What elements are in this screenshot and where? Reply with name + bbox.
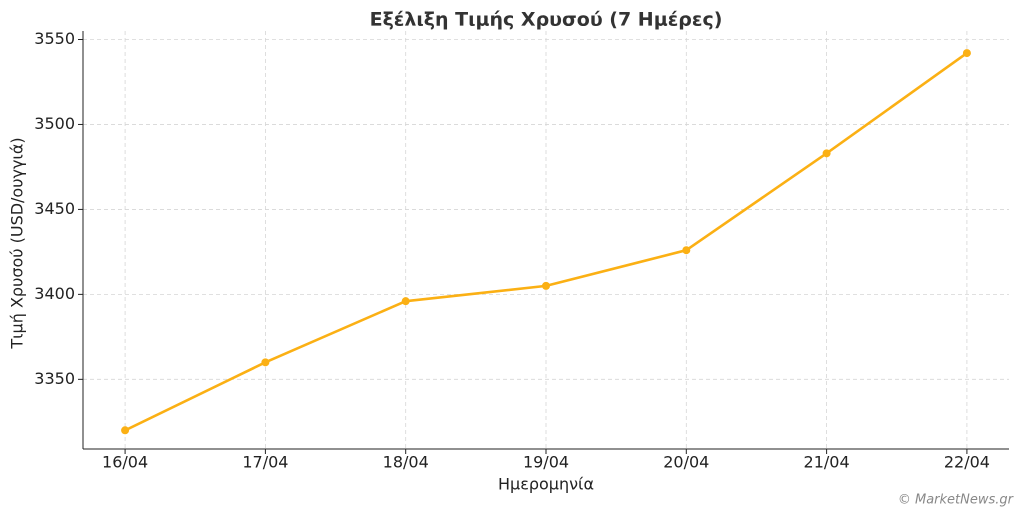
data-point [682,246,691,255]
data-point [542,281,550,290]
x-tick-label: 16/04 [102,453,148,472]
y-tick-label: 3550 [34,29,75,48]
y-tick-label: 3450 [34,199,75,218]
y-tick-label: 3400 [34,284,75,303]
data-point [121,426,130,435]
x-tick-label: 17/04 [242,453,288,472]
x-tick-label: 18/04 [383,453,429,472]
watermark: © MarketNews.gr [898,493,1015,508]
y-axis-label: Τιμή Χρυσού (USD/ουγγιά) [8,137,27,349]
chart-title: Εξέλιξη Τιμής Χρυσού (7 Ημέρες) [370,9,723,31]
y-tick-label: 3500 [34,114,75,133]
y-tick-label: 3350 [34,369,75,388]
x-tick-label: 22/04 [944,453,990,472]
x-axis-label: Ημερομηνία [498,475,594,494]
x-tick-label: 19/04 [523,453,569,472]
data-point [822,149,831,158]
data-point [962,49,971,58]
data-point [401,297,410,306]
data-point [261,358,270,367]
x-tick-label: 20/04 [663,453,709,472]
x-tick-label: 21/04 [804,453,850,472]
